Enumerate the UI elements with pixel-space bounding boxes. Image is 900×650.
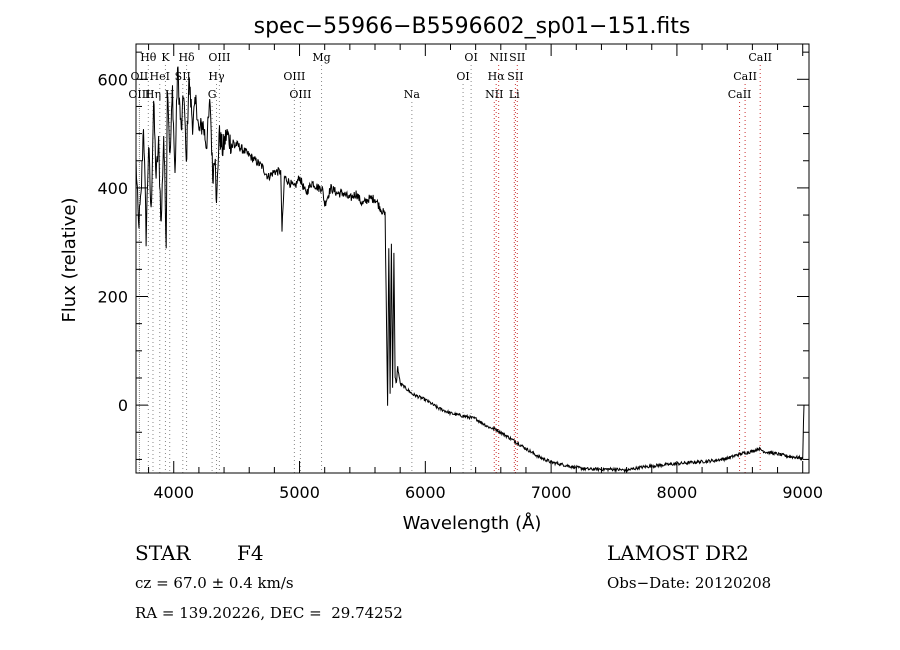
spectral-line-label: Hα — [488, 70, 506, 83]
spectral-line-label: Na — [404, 88, 421, 101]
spectral-line-label: SII — [509, 51, 525, 64]
x-tick-label: 9000 — [782, 483, 823, 502]
spectral-line-label: CaII — [748, 51, 772, 64]
plot-frame — [135, 43, 810, 474]
spectral-line-label: Mg — [312, 51, 330, 64]
x-tick-label: 6000 — [405, 483, 446, 502]
y-tick-label: 0 — [118, 396, 128, 415]
x-tick-label: 4000 — [153, 483, 194, 502]
spectral-line-label: OIII — [283, 70, 305, 83]
spectral-line-label: G — [208, 88, 217, 101]
chart-title: spec−55966−B5596602_sp01−151.fits — [254, 14, 691, 39]
spectral-line-label: Li — [509, 88, 520, 101]
x-tick-label: 5000 — [279, 483, 320, 502]
spectral-line-label: H — [165, 88, 175, 101]
object-class: STAR — [135, 541, 191, 565]
observation-date: Obs−Date: 20120208 — [607, 574, 772, 592]
spectral-line-label: NII — [490, 51, 508, 64]
spectral-line-label: OII — [131, 70, 149, 83]
y-tick-label: 600 — [97, 70, 128, 89]
spectral-line-label: HeI — [150, 70, 170, 83]
x-axis-label: Wavelength (Å) — [403, 512, 542, 534]
y-axis-label: Flux (relative) — [59, 197, 80, 322]
spectral-line-label: OIII — [208, 51, 230, 64]
spectral-line-label: CaII — [733, 70, 757, 83]
spectral-line-label: OIII — [128, 88, 150, 101]
y-tick-label: 200 — [97, 288, 128, 307]
redshift-cz: cz = 67.0 ± 0.4 km/s — [135, 574, 294, 592]
spectral-line-label: K — [161, 51, 170, 64]
survey-name: LAMOST DR2 — [607, 541, 749, 565]
x-tick-label: 7000 — [531, 483, 572, 502]
object-subclass: F4 — [237, 541, 264, 565]
y-tick-label: 400 — [97, 179, 128, 198]
spectral-line-label: NII — [485, 88, 503, 101]
spectral-line-label: OI — [456, 70, 469, 83]
spectral-line-label: OIII — [289, 88, 311, 101]
ra-dec: RA = 139.20226, DEC = 29.74252 — [135, 604, 403, 622]
spectral-line-label: Hδ — [178, 51, 195, 64]
x-tick-label: 8000 — [657, 483, 698, 502]
spectral-line-label: SII — [507, 70, 523, 83]
spectral-line-label: Hθ — [140, 51, 157, 64]
spectral-line-label: Hη — [145, 88, 161, 101]
axes-layer: 4000 5000 6000 7000 8000 9000 0 200 400 600 — [97, 44, 823, 502]
spectral-line-label: CaII — [728, 88, 752, 101]
spectral-line-label: OI — [464, 51, 477, 64]
spectrum-series-line — [135, 66, 805, 474]
spectral-line-label: Hγ — [208, 70, 225, 83]
